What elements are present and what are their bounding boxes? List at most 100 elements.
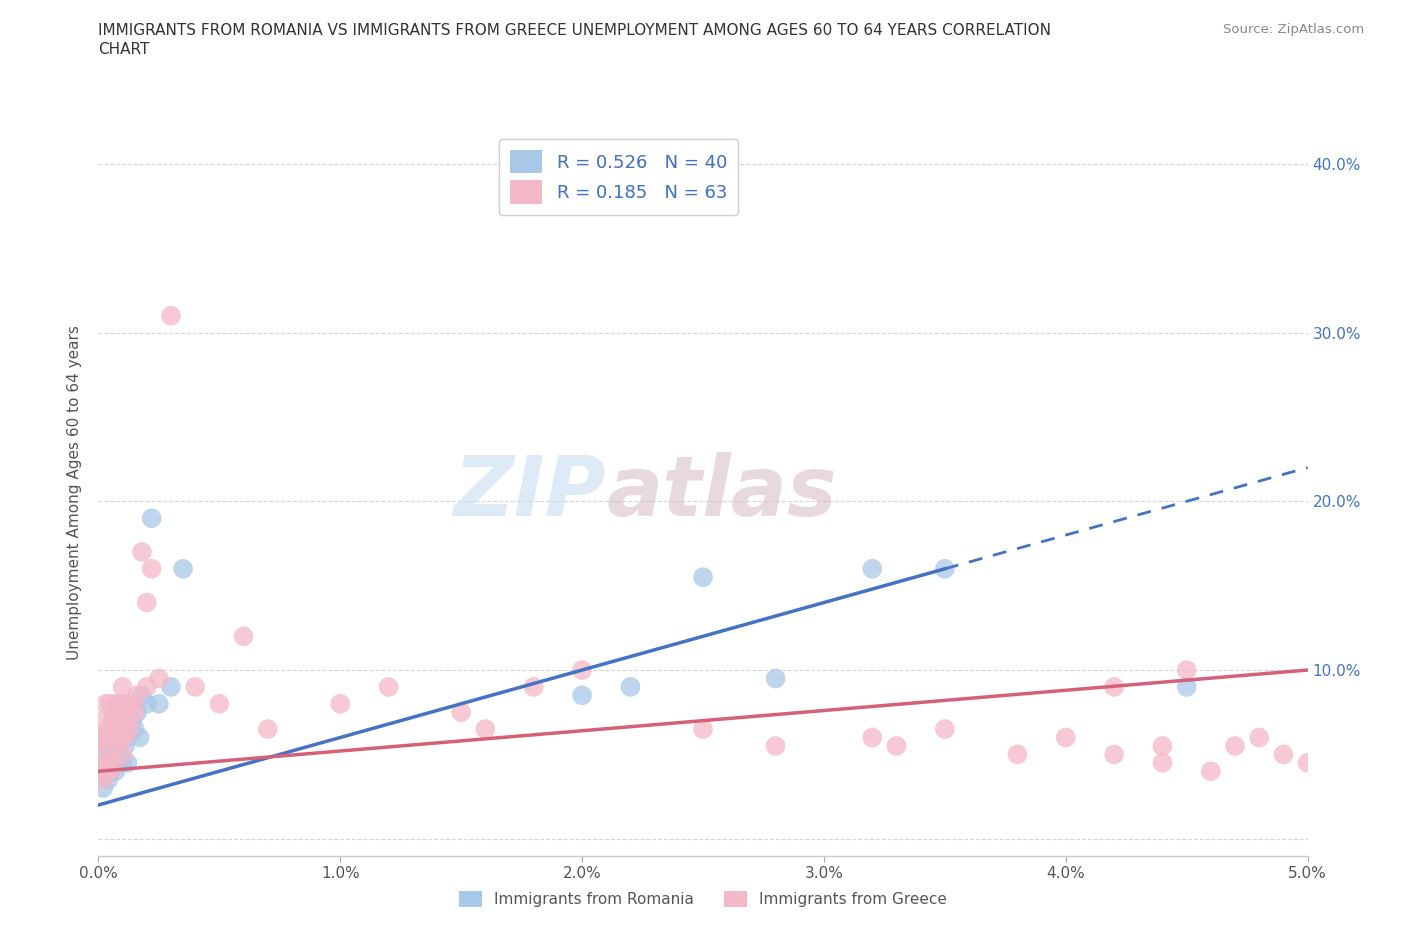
Point — [571, 662, 593, 677]
Point — [1272, 747, 1295, 762]
Point — [90, 764, 112, 778]
Y-axis label: Unemployment Among Ages 60 to 64 years: Unemployment Among Ages 60 to 64 years — [67, 326, 83, 660]
Point — [128, 730, 150, 745]
Point — [474, 722, 496, 737]
Point — [450, 705, 472, 720]
Point — [114, 697, 136, 711]
Point — [208, 697, 231, 711]
Point — [100, 764, 122, 778]
Point — [91, 713, 114, 728]
Point — [94, 730, 117, 745]
Point — [94, 730, 117, 745]
Point — [127, 688, 149, 703]
Point — [934, 562, 956, 577]
Point — [1152, 738, 1174, 753]
Point — [1223, 738, 1246, 753]
Point — [111, 747, 134, 762]
Point — [100, 730, 122, 745]
Point — [377, 680, 399, 695]
Point — [1175, 662, 1198, 677]
Point — [107, 722, 129, 737]
Point — [117, 713, 139, 728]
Point — [329, 697, 352, 711]
Point — [124, 722, 146, 737]
Point — [1102, 680, 1125, 695]
Point — [1249, 730, 1271, 745]
Point — [135, 595, 157, 610]
Point — [94, 764, 117, 778]
Point — [1102, 747, 1125, 762]
Point — [121, 697, 143, 711]
Point — [97, 755, 120, 770]
Point — [117, 730, 139, 745]
Point — [148, 671, 170, 686]
Point — [104, 764, 127, 778]
Point — [160, 309, 183, 324]
Point — [886, 738, 908, 753]
Point — [111, 755, 134, 770]
Point — [860, 562, 883, 577]
Point — [91, 772, 114, 787]
Point — [692, 722, 714, 737]
Point — [232, 629, 254, 644]
Point — [91, 747, 114, 762]
Point — [94, 764, 117, 778]
Point — [172, 562, 194, 577]
Point — [184, 680, 207, 695]
Point — [692, 570, 714, 585]
Text: atlas: atlas — [606, 452, 837, 534]
Point — [141, 511, 163, 525]
Point — [101, 747, 124, 762]
Point — [131, 544, 153, 559]
Point — [118, 722, 141, 737]
Point — [160, 680, 183, 695]
Point — [101, 713, 124, 728]
Point — [765, 738, 787, 753]
Point — [107, 697, 129, 711]
Point — [91, 780, 114, 795]
Point — [124, 705, 146, 720]
Point — [765, 671, 787, 686]
Point — [111, 713, 134, 728]
Point — [619, 680, 641, 695]
Point — [117, 755, 139, 770]
Point — [523, 680, 546, 695]
Point — [141, 562, 163, 577]
Point — [104, 738, 127, 753]
Point — [111, 722, 134, 737]
Point — [101, 713, 124, 728]
Point — [256, 722, 278, 737]
Point — [97, 722, 120, 737]
Point — [1152, 755, 1174, 770]
Point — [90, 730, 112, 745]
Point — [131, 688, 153, 703]
Point — [1007, 747, 1029, 762]
Point — [97, 738, 120, 753]
Text: CHART: CHART — [98, 42, 150, 57]
Point — [91, 747, 114, 762]
Point — [148, 697, 170, 711]
Point — [101, 755, 124, 770]
Point — [118, 697, 141, 711]
Point — [94, 697, 117, 711]
Point — [104, 713, 127, 728]
Point — [127, 705, 149, 720]
Point — [108, 730, 131, 745]
Point — [97, 772, 120, 787]
Point — [1199, 764, 1222, 778]
Point — [111, 680, 134, 695]
Point — [934, 722, 956, 737]
Point — [1296, 755, 1319, 770]
Point — [104, 738, 127, 753]
Point — [90, 764, 112, 778]
Point — [100, 730, 122, 745]
Point — [571, 688, 593, 703]
Text: Source: ZipAtlas.com: Source: ZipAtlas.com — [1223, 23, 1364, 36]
Text: ZIP: ZIP — [454, 452, 606, 534]
Legend: Immigrants from Romania, Immigrants from Greece: Immigrants from Romania, Immigrants from… — [453, 884, 953, 913]
Point — [107, 722, 129, 737]
Point — [107, 697, 129, 711]
Point — [1175, 680, 1198, 695]
Point — [100, 764, 122, 778]
Text: IMMIGRANTS FROM ROMANIA VS IMMIGRANTS FROM GREECE UNEMPLOYMENT AMONG AGES 60 TO : IMMIGRANTS FROM ROMANIA VS IMMIGRANTS FR… — [98, 23, 1052, 38]
